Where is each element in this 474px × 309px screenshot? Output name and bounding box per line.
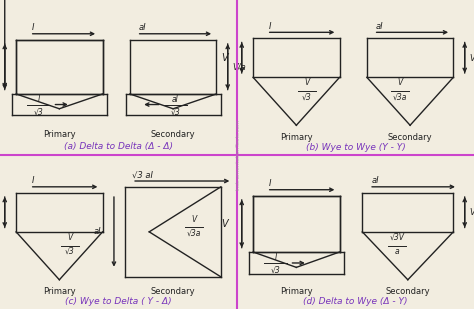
Text: Secondary: Secondary [151,287,195,296]
Text: (c) Wye to Delta ( Y - Δ): (c) Wye to Delta ( Y - Δ) [65,298,172,307]
Text: I: I [32,176,35,185]
Text: √3a: √3a [187,229,201,238]
Text: a: a [394,247,399,256]
Text: I: I [32,23,35,32]
Text: Primary: Primary [280,287,313,296]
Text: V: V [67,233,73,242]
Text: aI: aI [139,23,146,32]
Text: V: V [221,53,228,63]
Text: aI: aI [172,95,179,104]
Text: (b) Wye to Wye (Y - Y): (b) Wye to Wye (Y - Y) [306,143,405,152]
Text: I: I [38,95,40,104]
Text: V: V [304,78,310,87]
Text: Secondary: Secondary [151,130,195,139]
Text: aI: aI [372,176,379,185]
Text: √3V: √3V [390,233,404,242]
Text: I: I [269,22,272,31]
Text: √3 aI: √3 aI [132,171,153,180]
Text: √3: √3 [65,247,74,256]
Text: aI: aI [376,22,383,31]
Text: √3: √3 [271,266,281,275]
Text: √3a: √3a [392,92,407,102]
Text: V: V [191,215,197,224]
Text: V/a: V/a [232,62,246,71]
Text: √3: √3 [34,108,44,117]
Text: aI: aI [93,227,101,236]
Text: √3: √3 [302,92,311,102]
Text: Primary: Primary [43,287,76,296]
Text: V/a: V/a [469,53,474,62]
Text: InstrumentationTools.com: InstrumentationTools.com [236,119,241,190]
Text: I: I [269,179,272,188]
Text: Secondary: Secondary [388,133,432,142]
Text: Primary: Primary [43,130,76,139]
Text: Primary: Primary [280,133,313,142]
Text: √3: √3 [171,108,180,117]
Text: Secondary: Secondary [385,287,430,296]
Text: V: V [221,219,228,229]
Text: (d) Delta to Wye (Δ - Y): (d) Delta to Wye (Δ - Y) [303,298,408,307]
Text: I: I [275,253,277,262]
Text: (a) Delta to Delta (Δ - Δ): (a) Delta to Delta (Δ - Δ) [64,142,173,150]
Text: V/a: V/a [469,208,474,217]
Text: V: V [397,78,402,87]
